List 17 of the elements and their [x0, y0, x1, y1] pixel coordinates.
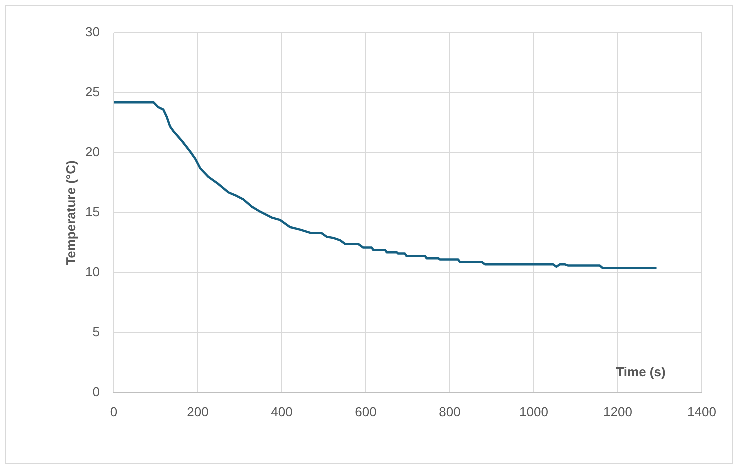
y-tick-label: 30: [86, 24, 100, 40]
x-tick-label: 1000: [520, 404, 548, 420]
y-axis-title: Temperature (°C): [64, 160, 79, 266]
y-tick-label: 0: [92, 384, 100, 400]
y-tick-label: 20: [86, 144, 100, 160]
x-tick-label: 800: [439, 404, 461, 420]
y-tick-label: 15: [86, 204, 100, 220]
y-tick-label: 10: [86, 264, 100, 280]
x-tick-label: 1400: [688, 404, 716, 420]
x-tick-label: 0: [110, 404, 118, 420]
x-tick-label: 200: [187, 404, 209, 420]
x-axis-title: Time (s): [616, 364, 666, 380]
y-tick-label: 5: [92, 324, 100, 340]
x-tick-label: 400: [271, 404, 293, 420]
x-tick-label: 1200: [604, 404, 632, 420]
y-tick-label: 25: [86, 84, 100, 100]
x-tick-label: 600: [355, 404, 377, 420]
